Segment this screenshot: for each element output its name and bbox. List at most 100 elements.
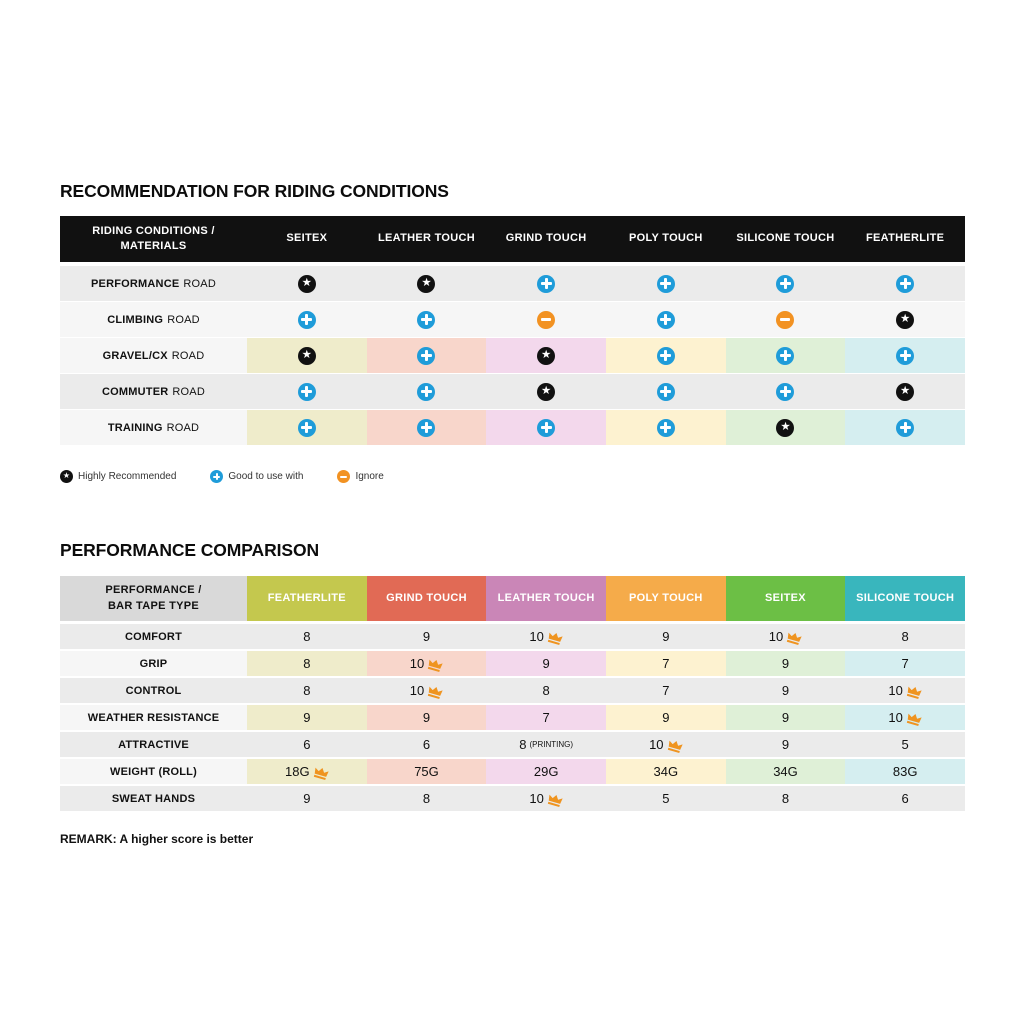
legend-label: Good to use with	[228, 471, 304, 482]
perf-cell: 9	[366, 624, 487, 651]
plus-icon	[776, 346, 795, 365]
star-icon: ★	[896, 382, 915, 401]
riding-cell	[247, 410, 367, 446]
perf-cell: 8	[366, 786, 487, 813]
riding-cell	[486, 302, 606, 338]
cell-value: 8	[901, 629, 909, 644]
riding-cell: ★	[247, 338, 367, 374]
riding-cell: ★	[486, 374, 606, 410]
perf-cell: 9	[725, 705, 846, 732]
star-icon: ★	[417, 274, 436, 293]
cell-value: 9	[422, 629, 431, 644]
cell-value: 9	[542, 656, 550, 671]
row-label-bold: GRAVEL/CX	[102, 349, 168, 362]
plus-icon	[417, 310, 436, 329]
perf-cell: 7	[845, 651, 965, 678]
riding-cell	[605, 266, 726, 302]
riding-cell	[605, 410, 726, 446]
perf-cell: 10	[725, 624, 846, 651]
perf-cell: 9	[725, 678, 846, 705]
riding-row-label-performance: PERFORMANCE ROAD	[60, 266, 247, 302]
legend-label: Ignore	[355, 471, 384, 482]
legend-label: Highly Recommended	[78, 471, 177, 482]
perf-cell: 18G	[247, 759, 367, 786]
crown-icon	[428, 686, 443, 699]
riding-cell	[486, 410, 606, 446]
cell-value: 8	[542, 683, 550, 698]
perf-cell: 7	[605, 678, 726, 705]
perf-header-poly-touch: POLY TOUCH	[605, 576, 726, 624]
performance-comparison-section: PERFORMANCE COMPARISON PERFORMANCE / BAR…	[60, 540, 965, 846]
riding-cell: ★	[366, 266, 487, 302]
cell-value: 10	[768, 629, 784, 644]
riding-conditions-section: RECOMMENDATION FOR RIDING CONDITIONS RID…	[60, 181, 965, 483]
legend: ★ Highly Recommended Good to use with Ignor…	[60, 470, 965, 483]
riding-header-materials: RIDING CONDITIONS / MATERIALS	[60, 216, 247, 266]
perf-cell: 10	[486, 624, 606, 651]
cell-value: 6	[422, 737, 431, 752]
ignore-icon	[537, 310, 556, 329]
cell-value: 83G	[892, 764, 918, 779]
perf-cell: 9	[725, 651, 846, 678]
star-icon: ★	[896, 310, 915, 329]
crown-icon	[667, 740, 683, 753]
star-icon: ★	[537, 346, 556, 365]
cell-value: 10	[529, 629, 544, 644]
perf-cell: 9	[366, 705, 487, 732]
performance-comparison-title: PERFORMANCE COMPARISON	[60, 540, 320, 560]
plus-icon	[210, 470, 224, 483]
plus-icon	[417, 382, 436, 401]
crown-icon	[906, 713, 922, 726]
riding-cell	[605, 374, 726, 410]
star-icon: ★	[297, 274, 316, 293]
ignore-icon	[337, 470, 351, 483]
riding-header-seitex: SEITEX	[247, 216, 367, 266]
riding-row-label-training: TRAINING ROAD	[60, 410, 247, 446]
cell-value: 8	[303, 683, 311, 698]
perf-cell: 7	[605, 651, 726, 678]
cell-value: 9	[781, 737, 790, 752]
riding-cell	[247, 374, 367, 410]
cell-value: 8	[422, 791, 431, 806]
riding-cell	[366, 410, 487, 446]
crown-icon	[787, 632, 802, 645]
cell-value: 9	[781, 710, 790, 725]
cell-value: 9	[303, 791, 311, 806]
riding-cell	[247, 302, 367, 338]
remark: REMARK: A higher score is better	[60, 832, 254, 846]
perf-header-silicone-touch: SILICONE TOUCH	[845, 576, 965, 624]
perf-cell: 10	[845, 705, 965, 732]
perf-cell: 8	[725, 786, 846, 813]
cell-value: 75G	[414, 764, 439, 779]
crown-icon	[547, 632, 563, 645]
perf-cell: 9	[725, 732, 846, 759]
perf-header-featherlite: FEATHERLITE	[247, 576, 367, 624]
cell-value: 34G	[773, 764, 798, 779]
cell-value: 10	[649, 737, 664, 752]
perf-cell: 8	[845, 624, 965, 651]
plus-icon	[656, 346, 675, 365]
ignore-icon	[776, 310, 795, 329]
perf-cell: 6	[366, 732, 487, 759]
crown-icon	[313, 767, 329, 780]
riding-cell: ★	[725, 410, 846, 446]
perf-cell: 8	[247, 624, 367, 651]
legend-item-highly-recommended: ★ Highly Recommended	[60, 470, 176, 483]
cell-value: 7	[662, 656, 670, 671]
plus-icon	[656, 310, 675, 329]
riding-cell	[725, 374, 846, 410]
riding-cell: ★	[845, 374, 965, 410]
cell-value: 9	[781, 683, 790, 698]
perf-cell: 10	[486, 786, 606, 813]
perf-cell: 7	[486, 705, 606, 732]
cell-value: 10	[888, 710, 903, 725]
riding-cell	[366, 302, 487, 338]
riding-cell	[845, 266, 965, 302]
row-label-rest: ROAD	[172, 385, 205, 398]
perf-row-label-attractive: ATTRACTIVE	[60, 732, 247, 759]
row-label-bold: CLIMBING	[107, 313, 164, 326]
cell-value: 34G	[653, 764, 679, 779]
riding-cell	[845, 338, 965, 374]
perf-cell: 9	[247, 786, 367, 813]
star-icon: ★	[297, 346, 316, 365]
